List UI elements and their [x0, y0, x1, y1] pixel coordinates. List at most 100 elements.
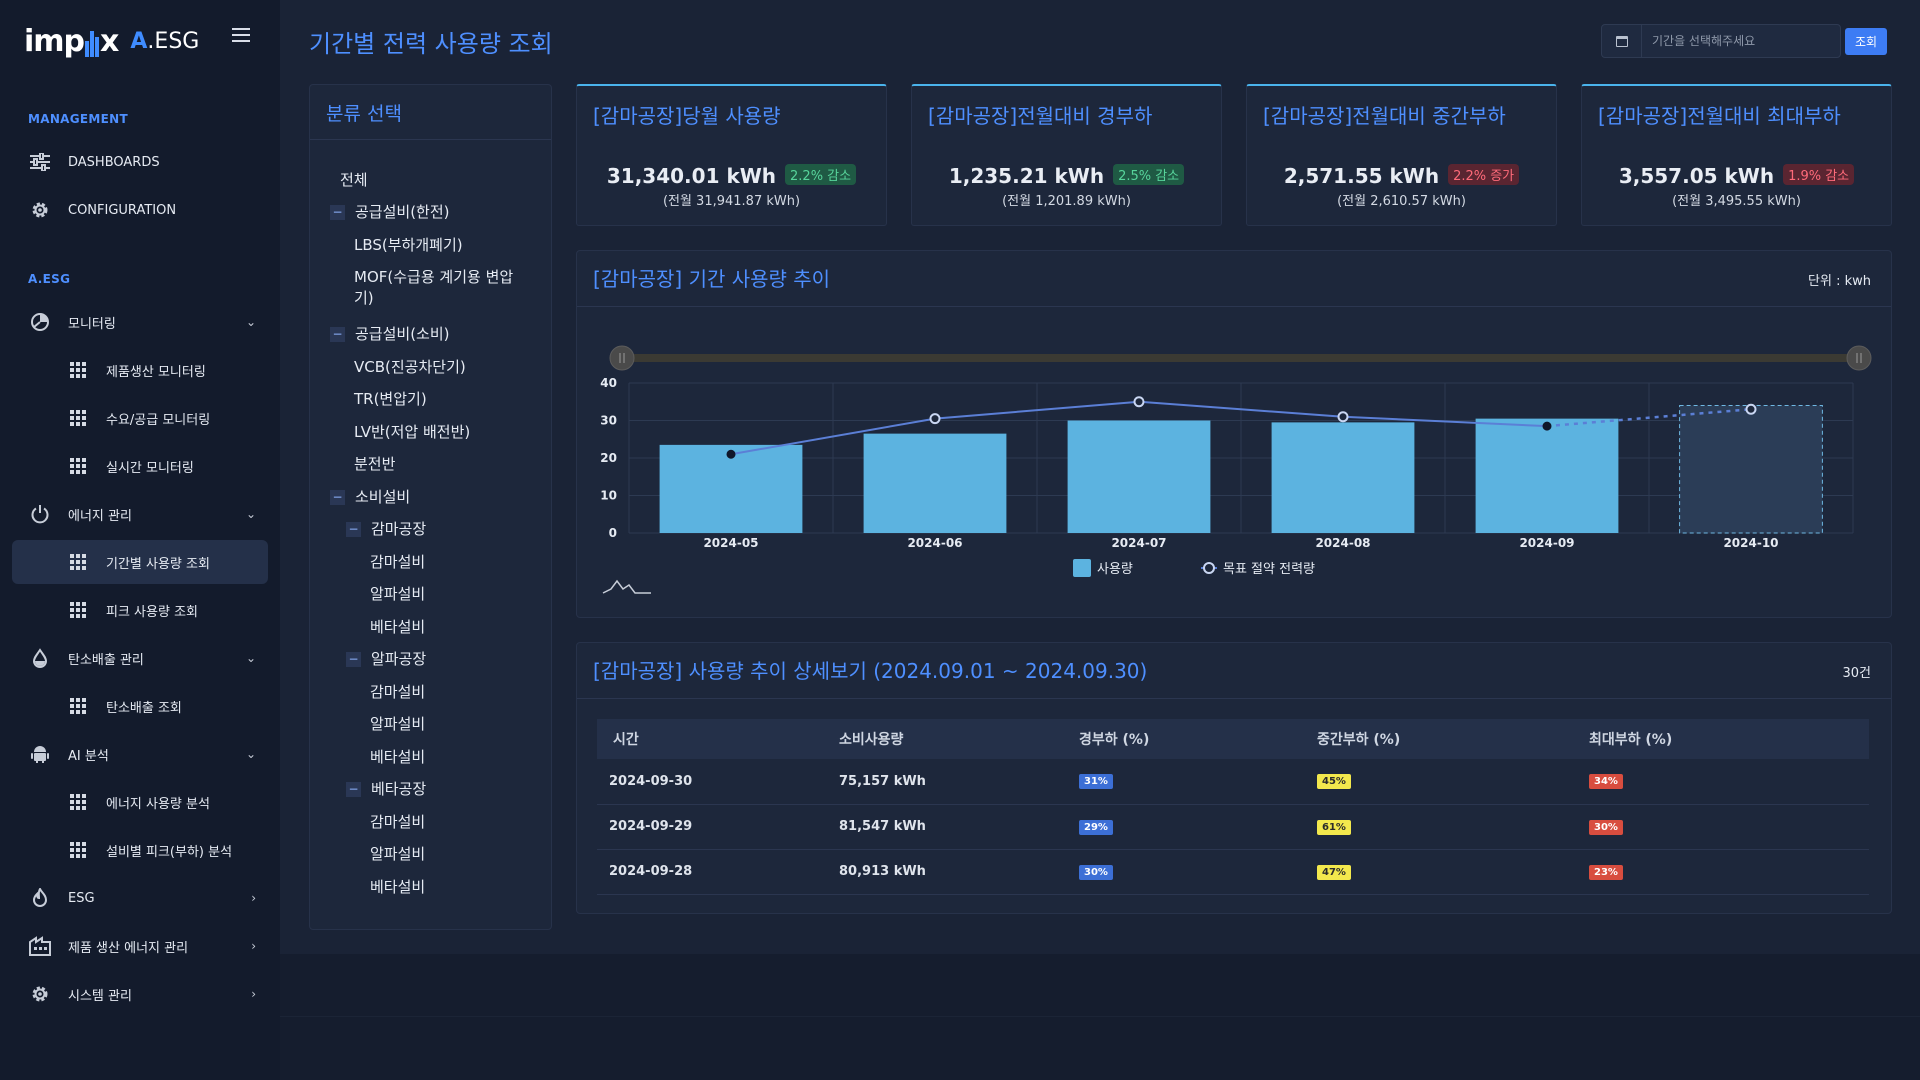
kpi-title: [감마공장]전월대비 최대부하	[1598, 104, 1841, 128]
power-icon	[28, 502, 52, 526]
table-row[interactable]: 2024-09-28 80,913 kWh 30% 47% 23%	[597, 849, 1869, 895]
tree-node-alpha-equip[interactable]: 알파설비	[370, 585, 426, 603]
usage-cell: 81,547 kWh	[839, 804, 1079, 850]
tree-node-lbs[interactable]: LBS(부하개폐기)	[354, 236, 463, 254]
zoom-slider-handle	[609, 345, 635, 371]
page-title: 기간별 전력 사용량 조회	[309, 30, 553, 58]
column-header[interactable]: 경부하 (%)	[1079, 719, 1317, 759]
zoom-slider-grip	[619, 353, 625, 363]
mid-load-cell: 47%	[1317, 849, 1589, 895]
collapse-toggle-icon[interactable]: −	[330, 205, 345, 220]
menu-toggle-icon[interactable]	[232, 28, 250, 42]
grid-icon	[70, 842, 86, 858]
kpi-value: 1,235.21 kWh	[948, 164, 1105, 188]
collapse-toggle-icon[interactable]: −	[330, 490, 345, 505]
tree-node-gamma-factory[interactable]: − 감마공장	[346, 518, 426, 539]
nav-carbon-query[interactable]: 탄소배출 조회	[12, 684, 268, 728]
nav-peak-analysis[interactable]: 설비별 피크(부하) 분석	[12, 828, 268, 872]
tree-node-gamma-equip[interactable]: 감마설비	[370, 553, 426, 571]
tree-node-mof[interactable]: MOF(수급용 계기용 변압기)	[354, 268, 514, 307]
column-header[interactable]: 시간	[597, 719, 839, 759]
nav-dashboards[interactable]: DASHBOARDS	[12, 140, 268, 184]
target-point	[929, 413, 941, 425]
legend-swatch-usage	[1073, 559, 1091, 577]
kpi-change-badge: 1.9% 감소	[1783, 164, 1855, 185]
nav-peak-usage[interactable]: 피크 사용량 조회	[12, 588, 268, 632]
time-cell: 2024-09-29	[597, 804, 839, 850]
tree-node-lv[interactable]: LV반(저압 배전반)	[354, 423, 471, 441]
query-button[interactable]: 조회	[1845, 28, 1887, 55]
nav-period-usage[interactable]: 기간별 사용량 조회	[12, 540, 268, 584]
usage-bar	[659, 444, 803, 533]
kpi-value-row: 3,557.05 kWh 1.9% 감소	[1582, 164, 1891, 188]
section-title-management: MANAGEMENT	[28, 112, 128, 126]
calendar-icon[interactable]	[1602, 25, 1642, 57]
collapse-toggle-icon[interactable]: −	[346, 782, 361, 797]
column-header[interactable]: 소비사용량	[839, 719, 1079, 759]
x-tick-label: 2024-10	[1723, 536, 1778, 550]
light-load-cell: 31%	[1079, 759, 1317, 805]
tree-node-panel[interactable]: 분전반	[354, 455, 396, 473]
nav-monitoring[interactable]: 모니터링 ⌄	[12, 300, 268, 344]
light-load-cell: 30%	[1079, 849, 1317, 895]
nav-production-energy[interactable]: 제품 생산 에너지 관리 ›	[12, 924, 268, 968]
target-point	[1133, 396, 1145, 408]
gear-icon	[28, 982, 52, 1006]
nav-energy-label: 에너지 관리	[68, 508, 132, 524]
legend-label-target: 목표 절약 전력량	[1223, 562, 1315, 577]
collapse-toggle-icon[interactable]: −	[330, 327, 345, 342]
section-title-aesg: A.ESG	[28, 272, 71, 286]
nav-configuration[interactable]: CONFIGURATION	[12, 188, 268, 232]
tree-node-alpha-equip[interactable]: 알파설비	[370, 845, 426, 863]
kpi-value: 31,340.01 kWh	[606, 164, 777, 188]
target-point	[726, 449, 736, 459]
nav-ai[interactable]: AI 분석 ⌄	[12, 732, 268, 776]
tree-node-beta-equip[interactable]: 베타설비	[370, 618, 426, 636]
table-row[interactable]: 2024-09-30 75,157 kWh 31% 45% 34%	[597, 759, 1869, 805]
footer	[280, 954, 1920, 1080]
tree-node-alpha-equip[interactable]: 알파설비	[370, 715, 426, 733]
nav-energy-analysis[interactable]: 에너지 사용량 분석	[12, 780, 268, 824]
nav-energy[interactable]: 에너지 관리 ⌄	[12, 492, 268, 536]
nav-product-monitoring[interactable]: 제품생산 모니터링	[12, 348, 268, 392]
kpi-value-row: 2,571.55 kWh 2.2% 증가	[1247, 164, 1556, 188]
nav-system[interactable]: 시스템 관리 ›	[12, 972, 268, 1016]
nav-supply-monitoring[interactable]: 수요/공급 모니터링	[12, 396, 268, 440]
tree-node-all[interactable]: 전체	[340, 171, 368, 189]
column-header[interactable]: 최대부하 (%)	[1589, 719, 1869, 759]
column-header[interactable]: 중간부하 (%)	[1317, 719, 1589, 759]
app-logo[interactable]: imp x A.ESG	[24, 16, 199, 66]
tree-node-consumption[interactable]: − 소비설비	[330, 486, 410, 507]
record-count: 30건	[1842, 666, 1871, 681]
tree-node-gamma-equip[interactable]: 감마설비	[370, 813, 426, 831]
grid-icon	[70, 410, 86, 426]
tree-node-beta-factory[interactable]: − 베타공장	[346, 778, 426, 799]
y-tick-label: 0	[609, 526, 617, 540]
tree-node-beta-equip[interactable]: 베타설비	[370, 748, 426, 766]
tree-node-beta-equip[interactable]: 베타설비	[370, 878, 426, 896]
sliders-icon	[28, 150, 52, 174]
y-tick-label: 10	[600, 489, 617, 503]
date-range-picker[interactable]	[1601, 24, 1841, 58]
target-point	[1542, 421, 1552, 431]
tree-node-gamma-equip[interactable]: 감마설비	[370, 683, 426, 701]
chevron-right-icon: ›	[251, 891, 256, 905]
tree-node-supply-kepco[interactable]: − 공급설비(한전)	[330, 201, 450, 222]
kpi-value-row: 31,340.01 kWh 2.2% 감소	[577, 164, 886, 188]
nav-esg[interactable]: ESG ›	[12, 876, 268, 920]
collapse-toggle-icon[interactable]: −	[346, 522, 361, 537]
target-point	[1745, 403, 1757, 415]
collapse-toggle-icon[interactable]: −	[346, 652, 361, 667]
tree-node-supply-consumer[interactable]: − 공급설비(소비)	[330, 323, 450, 344]
tree-node-tr[interactable]: TR(변압기)	[354, 390, 427, 408]
nav-carbon[interactable]: 탄소배출 관리 ⌄	[12, 636, 268, 680]
tree-node-vcb[interactable]: VCB(진공차단기)	[354, 358, 466, 376]
date-range-input[interactable]	[1642, 34, 1840, 48]
table-row[interactable]: 2024-09-29 81,547 kWh 29% 61% 30%	[597, 804, 1869, 850]
nav-realtime-monitoring[interactable]: 실시간 모니터링	[12, 444, 268, 488]
android-icon	[28, 742, 52, 766]
tree-node-alpha-factory[interactable]: − 알파공장	[346, 648, 426, 669]
max-load-cell: 30%	[1589, 804, 1869, 850]
logo-sub: A.ESG	[130, 28, 200, 54]
time-cell: 2024-09-28	[597, 849, 839, 895]
